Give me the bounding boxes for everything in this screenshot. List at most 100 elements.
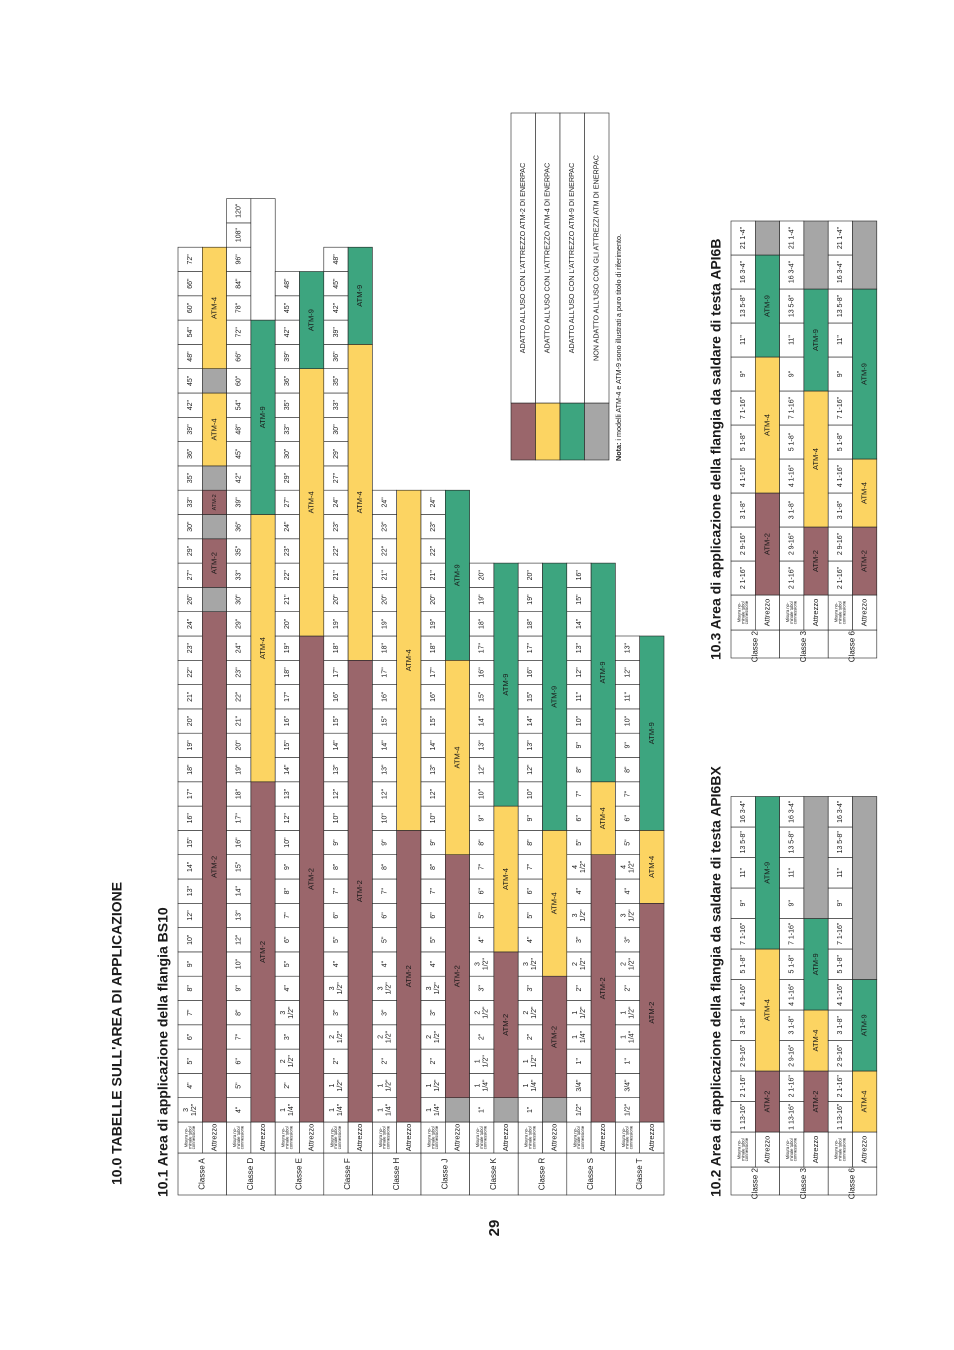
legend-swatch <box>535 402 561 461</box>
class-name: Classe H <box>392 1158 401 1191</box>
size-text: 2" <box>381 1058 388 1065</box>
size-text: 1 <box>475 1084 482 1088</box>
tool-label: ATM-4 <box>762 414 771 436</box>
tool-label: ATM-2 <box>209 856 218 878</box>
size-row-label-text: minale tubo/ <box>479 1125 484 1149</box>
class-name: Classe 6K <box>848 625 857 662</box>
size-text: 22" <box>333 545 340 556</box>
tool-label: ATM-9 <box>762 862 771 884</box>
size-text: 1/2" <box>531 1055 538 1068</box>
size-text: 5" <box>576 839 583 846</box>
size-text: 1/4" <box>628 1030 635 1043</box>
size-text: 3" <box>624 936 631 943</box>
size-text: 24" <box>430 497 437 508</box>
size-text: 1/2" <box>628 909 635 922</box>
size-text: 3 1-8" <box>789 500 796 519</box>
size-text: 17" <box>527 643 534 654</box>
class-group: Classe 3K Misura no-minale tubo/connessio… <box>779 220 829 662</box>
class-group: Classe 6K Misura no-minale tubo/connessio… <box>827 220 878 662</box>
size-text: 66" <box>236 351 243 362</box>
size-text: 23" <box>284 545 291 556</box>
size-text: 3/4" <box>624 1079 631 1092</box>
class-name: Classe D <box>246 1158 255 1191</box>
size-text: 4" <box>576 887 583 894</box>
size-text: 21" <box>236 715 243 726</box>
size-text: 7 1-16" <box>740 396 747 419</box>
size-text: 15" <box>381 715 388 726</box>
tool-label: ATM-9 <box>811 329 820 351</box>
size-text: 3 1-8" <box>837 1016 844 1035</box>
size-text: 1 <box>377 1108 384 1112</box>
size-text: 2 <box>475 1011 482 1015</box>
class-name: Classe F <box>343 1158 352 1190</box>
size-text: 2 9-16" <box>740 532 747 555</box>
tool-row-label-text: Attrezzo <box>762 599 771 627</box>
size-text: 1/2" <box>576 1103 583 1116</box>
size-text: 17" <box>430 667 437 678</box>
tool-span <box>493 1097 519 1123</box>
size-text: 1/2" <box>624 1103 631 1116</box>
size-text: 13" <box>333 764 340 775</box>
size-row-label-text: Misura no- <box>785 602 790 622</box>
size-text: 3" <box>284 1033 291 1040</box>
size-text: 1/2" <box>288 1055 295 1068</box>
size-text: 16 3-4" <box>740 800 747 823</box>
tool-label: ATM-2 <box>355 880 364 902</box>
size-text: 108" <box>236 227 243 242</box>
size-text: 15" <box>430 715 437 726</box>
size-text: 15" <box>576 594 583 605</box>
size-row-label-text: Misura no- <box>834 602 839 622</box>
size-text: 2" <box>527 1033 534 1040</box>
size-text: 4" <box>527 936 534 943</box>
class-name: Classe S <box>586 1158 595 1190</box>
size-text: 10" <box>187 934 194 945</box>
size-text: 9" <box>789 900 796 907</box>
size-text: 21" <box>333 570 340 581</box>
tool-row-label-text: Attrezzo <box>501 1124 510 1152</box>
size-text: 24" <box>187 618 194 629</box>
size-text: 16" <box>576 570 583 581</box>
size-text: 2 9-16" <box>789 532 796 555</box>
tool-row-label-text: Attrezzo <box>598 1124 607 1152</box>
size-text: 11" <box>789 867 796 877</box>
size-text: 3" <box>381 1009 388 1016</box>
tool-label: ATM-4 <box>811 448 820 470</box>
tool-span <box>444 1097 470 1123</box>
size-text: 10" <box>430 813 437 824</box>
size-text: 4" <box>236 1106 243 1113</box>
tool-span <box>202 514 227 540</box>
size-text: 1 <box>426 1108 433 1112</box>
size-text: 1/2" <box>628 860 635 873</box>
class-group: Classe D Misura no-minale tubo/connession… <box>226 198 276 1196</box>
size-text: 30" <box>284 448 291 459</box>
size-text: 20" <box>187 715 194 726</box>
tool-row-label-text: Attrezzo <box>811 599 820 627</box>
tool-label: ATM-4 <box>811 1030 820 1052</box>
size-text: 29" <box>187 545 194 556</box>
size-text: 7" <box>527 863 534 870</box>
class-group: Classe J Misura no-minale tubo/connession… <box>420 489 470 1196</box>
size-text: 1 <box>329 1084 336 1088</box>
size-text: 10" <box>624 715 631 726</box>
size-text: 1/4" <box>580 1030 587 1043</box>
size-row-label-text: minale tubo/ <box>527 1125 532 1149</box>
size-text: 29" <box>284 472 291 483</box>
bs10-table: 10.1 Area di applicazione della flangia … <box>155 198 665 1197</box>
class-group: Classe 2K Misura no-minale tubo/connessio… <box>730 220 780 662</box>
size-row-label-text: minale tubo/ <box>837 600 842 624</box>
size-text: 1/2" <box>385 1079 392 1092</box>
size-text: 20" <box>479 570 486 581</box>
size-text: 9" <box>576 742 583 749</box>
tool-label: ATM-9 <box>647 722 656 744</box>
size-row-label-text: connessione <box>841 600 846 624</box>
tool-label: ATM-2 <box>404 965 413 987</box>
size-text: 12" <box>236 934 243 945</box>
api6bx-table: 10.2 Area di applicazione della flangia … <box>708 766 878 1199</box>
tool-row-label-text: Attrezzo <box>452 1124 461 1152</box>
size-text: 6" <box>284 936 291 943</box>
size-text: 1/4" <box>434 1103 441 1116</box>
size-text: 2 <box>280 1059 287 1063</box>
size-text: 4 1-16" <box>789 983 796 1006</box>
size-text: 1 <box>620 1035 627 1039</box>
size-text: 21" <box>430 570 437 581</box>
